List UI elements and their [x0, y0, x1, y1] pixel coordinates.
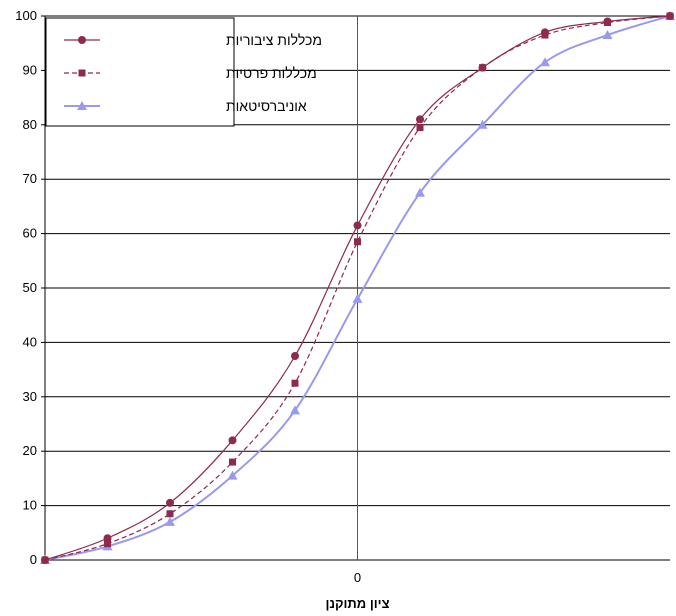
legend-box: [45, 17, 235, 127]
legend-swatch-marker-3: [77, 101, 87, 110]
series-1-point-6: [416, 115, 424, 124]
series-1-point-4: [291, 352, 299, 360]
y-axis-ticks: 0 10 20 30 40 50 60 70 80 90 100: [15, 8, 45, 567]
x-axis-title: ציון מתוקנן: [325, 596, 389, 611]
y-tick-label-10: 10: [23, 498, 37, 513]
y-tick-label-0: 0: [30, 552, 37, 567]
legend-label-3: אוניברסיטאות: [226, 98, 307, 114]
series-1-point-9: [603, 17, 612, 26]
series-1: [41, 12, 674, 564]
x-axis-ticks: 0: [354, 570, 361, 585]
y-tick-label-30: 30: [23, 389, 37, 404]
series-2-point-5: [354, 238, 361, 246]
series-1-point-5: [353, 221, 362, 230]
series-2-point-4: [291, 379, 299, 387]
series-3-point-3: [227, 470, 238, 480]
series-3-point-9: [602, 30, 613, 40]
y-tick-label-50: 50: [23, 280, 37, 295]
series-1-point-2: [166, 498, 174, 507]
series-3-point-8: [540, 57, 550, 67]
legend-swatch-marker-2: [78, 69, 86, 77]
series-3-point-6: [415, 187, 425, 197]
series-2-point-1: [104, 540, 111, 548]
series-2-point-2: [166, 510, 174, 518]
series-3-point-7: [477, 119, 488, 129]
series-1-point-7: [478, 63, 487, 72]
legend-swatch-marker-1: [78, 36, 86, 44]
series-1-point-0: [41, 556, 49, 564]
series-3-point-4: [290, 405, 300, 415]
y-tick-label-70: 70: [23, 171, 37, 186]
x-tick-label-0: 0: [354, 570, 361, 585]
series-layer: [40, 11, 675, 564]
legend-label-1: מכללות ציבוריות: [226, 32, 322, 48]
y-tick-label-100: 100: [15, 8, 37, 23]
series-2-point-6: [416, 124, 424, 132]
series-1-point-10: [666, 12, 674, 20]
series-3-point-2: [165, 516, 175, 526]
series-3-point-5: [352, 293, 363, 303]
y-tick-label-60: 60: [23, 226, 37, 241]
legend-label-2: מכללות פרטיות: [226, 65, 317, 81]
y-tick-label-40: 40: [23, 334, 37, 349]
legend: מכללות ציבוריות מכללות פרטיות אוניברסיטאות: [45, 17, 322, 127]
series-1-point-1: [103, 534, 112, 543]
series-1-point-8: [541, 28, 549, 37]
y-tick-label-80: 80: [23, 117, 37, 132]
y-tick-label-20: 20: [23, 443, 37, 458]
series-2-point-3: [229, 458, 236, 466]
series-line-2: [44, 15, 671, 561]
series-1-point-3: [228, 436, 237, 445]
y-tick-label-90: 90: [23, 62, 37, 77]
